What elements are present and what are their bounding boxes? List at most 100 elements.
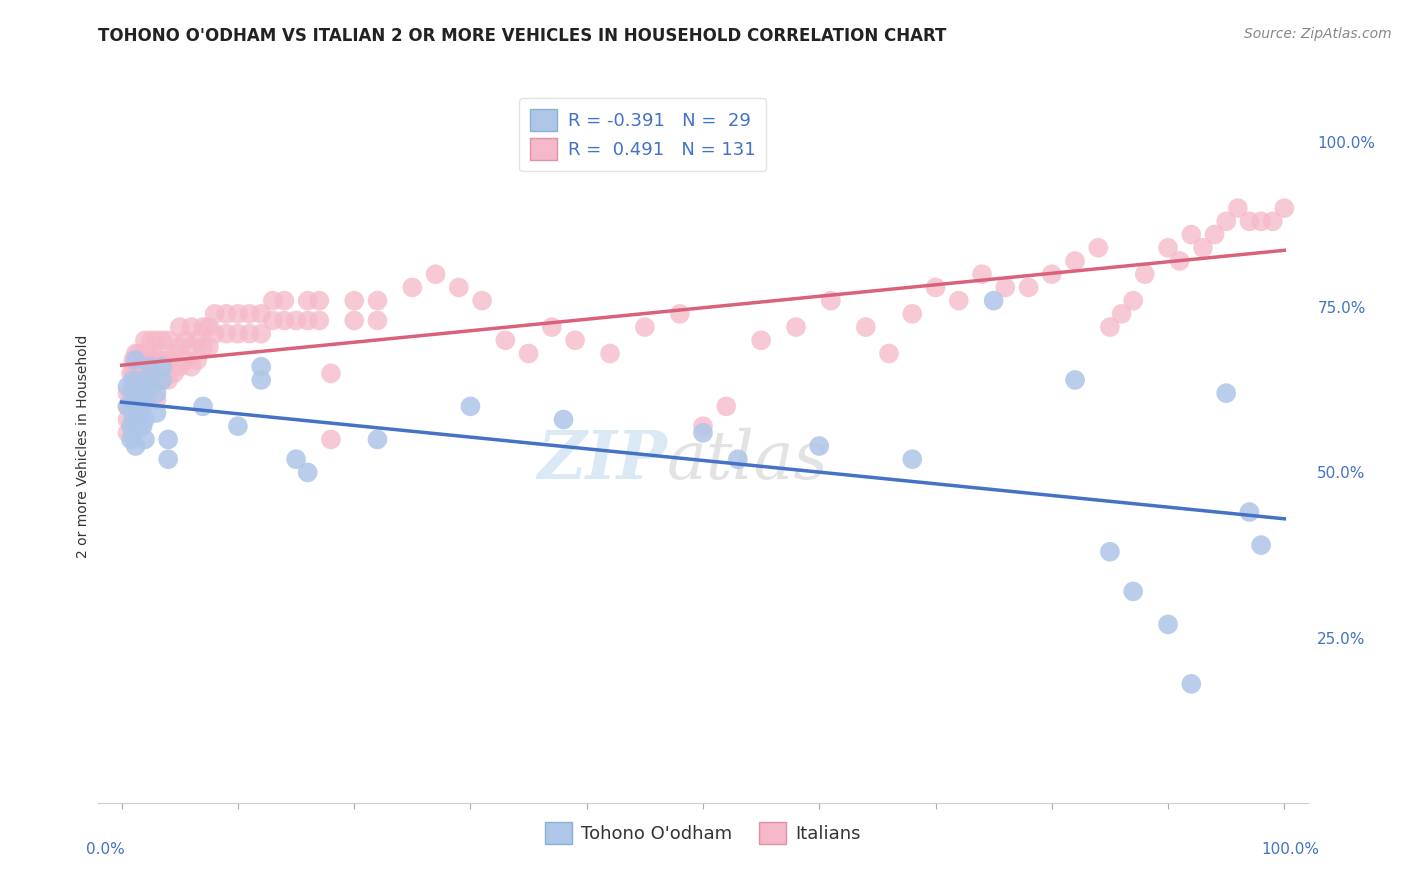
Point (122, 373, 145, 387)
Point (1250, 538, 1272, 552)
Point (1157, 617, 1180, 632)
Point (128, 386, 150, 401)
Point (191, 400, 214, 414)
Point (447, 280, 470, 294)
Point (180, 320, 202, 334)
Point (1122, 584, 1144, 599)
Point (1018, 280, 1040, 294)
Point (169, 320, 191, 334)
Legend: Tohono O'odham, Italians: Tohono O'odham, Italians (538, 814, 868, 851)
Point (120, 433, 142, 447)
Point (1180, 677, 1202, 691)
Point (343, 293, 366, 308)
Point (191, 320, 214, 334)
Point (692, 419, 714, 434)
Point (124, 346, 146, 360)
Point (855, 320, 877, 334)
Point (174, 353, 197, 368)
Point (901, 452, 924, 467)
Point (1064, 254, 1087, 268)
Point (1087, 241, 1109, 255)
Point (139, 333, 162, 347)
Point (117, 425, 139, 440)
Point (970, 267, 993, 281)
Point (143, 346, 166, 360)
Point (122, 379, 145, 393)
Text: Source: ZipAtlas.com: Source: ZipAtlas.com (1244, 27, 1392, 41)
Point (1064, 373, 1087, 387)
Point (122, 400, 145, 414)
Point (634, 320, 657, 334)
Point (273, 313, 295, 327)
Point (204, 326, 226, 341)
Point (169, 340, 191, 354)
Point (124, 439, 146, 453)
Point (150, 359, 173, 374)
Point (250, 359, 273, 374)
Point (191, 340, 214, 354)
Point (150, 353, 173, 368)
Point (117, 379, 139, 393)
Point (134, 333, 156, 347)
Point (1215, 386, 1237, 401)
Point (285, 313, 308, 327)
Point (134, 353, 156, 368)
Point (198, 340, 221, 354)
Point (180, 359, 202, 374)
Point (1192, 241, 1215, 255)
Point (250, 307, 273, 321)
Point (150, 333, 173, 347)
Point (1180, 227, 1202, 242)
Point (1098, 320, 1121, 334)
Point (1250, 214, 1272, 228)
Point (297, 293, 319, 308)
Point (215, 326, 238, 341)
Point (901, 307, 924, 321)
Point (401, 280, 423, 294)
Point (186, 353, 208, 368)
Point (122, 392, 145, 407)
Point (215, 307, 238, 321)
Point (143, 367, 166, 381)
Point (564, 333, 586, 347)
Point (308, 313, 330, 327)
Point (131, 386, 153, 401)
Point (1168, 254, 1191, 268)
Point (226, 326, 249, 341)
Point (239, 326, 262, 341)
Point (134, 392, 156, 407)
Point (120, 367, 142, 381)
Point (692, 425, 714, 440)
Point (994, 280, 1017, 294)
Point (186, 333, 208, 347)
Point (1261, 214, 1284, 228)
Point (820, 293, 842, 308)
Point (139, 379, 162, 393)
Point (145, 333, 167, 347)
Point (517, 346, 540, 360)
Point (145, 386, 167, 401)
Point (169, 359, 191, 374)
Point (599, 346, 621, 360)
Point (157, 353, 180, 368)
Point (297, 313, 319, 327)
Point (226, 307, 249, 321)
Point (117, 386, 139, 401)
Point (180, 340, 202, 354)
Point (877, 346, 900, 360)
Point (163, 367, 186, 381)
Point (124, 386, 146, 401)
Point (122, 353, 145, 368)
Text: ZIP: ZIP (537, 428, 666, 492)
Text: 0.0%: 0.0% (86, 842, 125, 857)
Point (128, 346, 150, 360)
Point (122, 406, 145, 420)
Point (273, 293, 295, 308)
Point (727, 452, 749, 467)
Point (117, 400, 139, 414)
Point (117, 400, 139, 414)
Point (553, 412, 575, 426)
Point (128, 386, 150, 401)
Point (120, 419, 142, 434)
Point (308, 293, 330, 308)
